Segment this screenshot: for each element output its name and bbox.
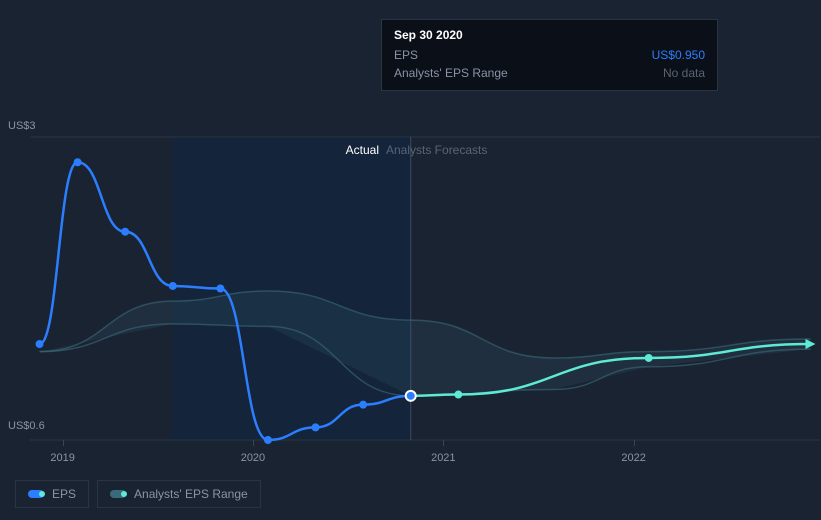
- x-axis-label: 2019: [50, 452, 74, 464]
- x-tick: [443, 440, 444, 446]
- legend: EPS Analysts' EPS Range: [15, 480, 261, 508]
- region-label: Analysts Forecasts: [386, 143, 487, 157]
- tooltip-value: US$0.950: [652, 48, 705, 62]
- tooltip-date: Sep 30 2020: [394, 28, 705, 42]
- legend-swatch: [110, 490, 126, 498]
- tooltip-value: No data: [663, 66, 705, 80]
- tooltip-row: Analysts' EPS Range No data: [394, 64, 705, 82]
- x-axis-label: 2021: [431, 452, 455, 464]
- legend-swatch: [28, 490, 44, 498]
- tooltip-row: EPS US$0.950: [394, 46, 705, 64]
- legend-item[interactable]: Analysts' EPS Range: [97, 480, 261, 508]
- legend-label: Analysts' EPS Range: [134, 487, 248, 501]
- y-axis-label: US$3: [8, 120, 36, 132]
- x-axis-label: 2020: [241, 452, 265, 464]
- x-axis-label: 2022: [621, 452, 645, 464]
- tooltip-box: Sep 30 2020 EPS US$0.950 Analysts' EPS Ran…: [381, 19, 718, 91]
- legend-item[interactable]: EPS: [15, 480, 89, 508]
- x-tick: [253, 440, 254, 446]
- x-tick: [63, 440, 64, 446]
- region-label: Actual: [346, 143, 379, 157]
- tooltip-label: EPS: [394, 48, 418, 62]
- y-axis-label: US$0.6: [8, 420, 45, 432]
- tooltip-label: Analysts' EPS Range: [394, 66, 508, 80]
- x-tick: [634, 440, 635, 446]
- legend-label: EPS: [52, 487, 76, 501]
